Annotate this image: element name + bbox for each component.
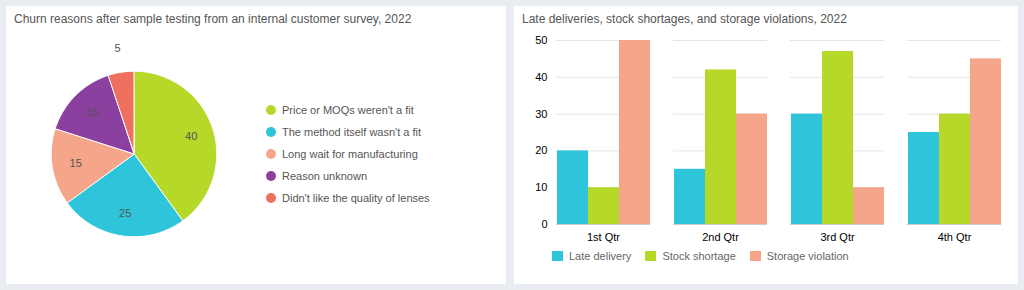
svg-text:50: 50 <box>535 34 547 46</box>
html-text:Reason unknown: Reason unknown <box>282 170 367 182</box>
svg-text:10: 10 <box>535 181 547 193</box>
svg-text:25: 25 <box>119 207 131 219</box>
svg-text:15: 15 <box>70 157 82 169</box>
html-text:The method itself wasn't a fit: The method itself wasn't a fit <box>282 126 422 138</box>
svg-text:2nd Qtr: 2nd Qtr <box>702 231 739 243</box>
svg-text:0: 0 <box>541 218 547 230</box>
svg-text:15: 15 <box>86 106 98 118</box>
svg-text:40: 40 <box>535 71 547 83</box>
svg-text:4th Qtr: 4th Qtr <box>938 231 972 243</box>
html-text:Stock shortage: Stock shortage <box>662 250 736 262</box>
html-text:Storage violation: Storage violation <box>766 250 849 262</box>
svg-text:40: 40 <box>185 130 197 142</box>
html-text:Long wait for manufacturing: Long wait for manufacturing <box>282 148 418 160</box>
svg-text:20: 20 <box>535 144 547 156</box>
svg-text:5: 5 <box>115 42 121 54</box>
html-text:Didn't like the quality of len: Didn't like the quality of lenses <box>282 192 430 204</box>
html-text:Late delivery: Late delivery <box>569 250 632 262</box>
svg-text:1st Qtr: 1st Qtr <box>587 231 620 243</box>
html-text:Churn reasons after sample tes: Churn reasons after sample testing from … <box>14 12 412 26</box>
svg-text:30: 30 <box>535 108 547 120</box>
html-text:Price or MOQs weren't a fit: Price or MOQs weren't a fit <box>282 104 414 116</box>
svg-text:3rd Qtr: 3rd Qtr <box>820 231 855 243</box>
html-text:Late deliveries, stock shortag: Late deliveries, stock shortages, and st… <box>522 12 847 26</box>
